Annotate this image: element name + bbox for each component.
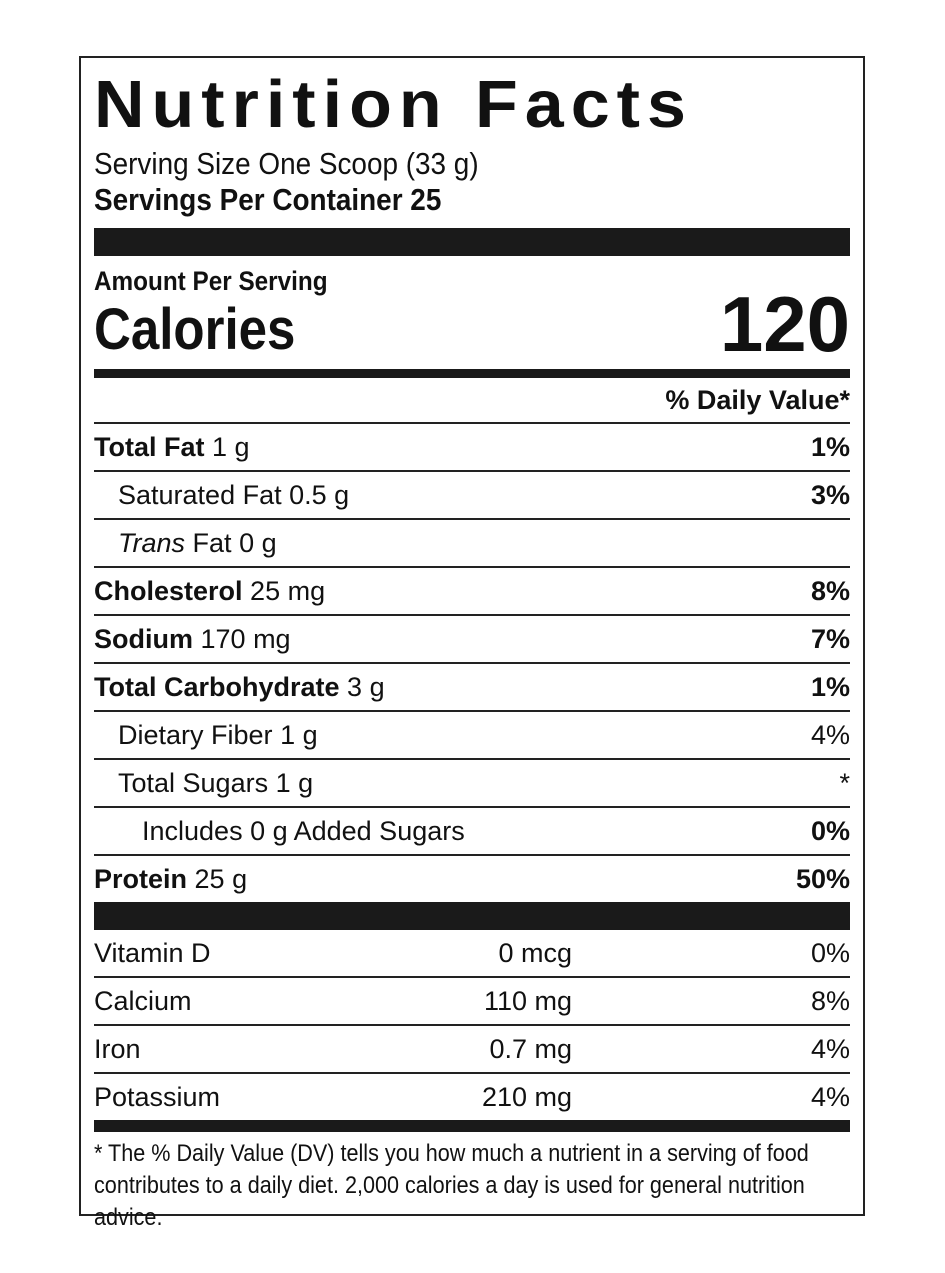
nutrient-amount: 25 g [194, 863, 248, 894]
vitamin-name: Calcium [94, 985, 192, 1016]
nutrient-row: Trans Fat 0 g [94, 518, 850, 566]
nutrient-dv: 50% [795, 863, 850, 894]
nutrient-row: Sodium 170 mg 7% [94, 614, 850, 662]
thick-divider [94, 228, 850, 256]
medium-divider [94, 369, 850, 378]
vitamin-row: Vitamin D 0 mcg 0% [94, 930, 850, 976]
vitamin-amount: 110 mg [483, 985, 572, 1016]
nutrient-amount: 3 g [347, 671, 385, 702]
nutrient-label: Sodium 170 mg [94, 624, 291, 655]
nutrient-row: Total Sugars 1 g * [94, 758, 850, 806]
nutrient-amount: 25 mg [250, 575, 326, 606]
vitamin-dv: 0% [810, 937, 850, 968]
thick-divider [94, 902, 850, 930]
nutrient-dv: * [839, 767, 850, 798]
vitamin-name: Iron [94, 1033, 141, 1064]
nutrient-row: Dietary Fiber 1 g 4% [94, 710, 850, 758]
vitamin-amount: 210 mg [481, 1081, 572, 1112]
nutrient-label: Protein 25 g [94, 864, 247, 895]
nutrient-amount: 0 g [239, 527, 277, 558]
vitamin-amount: 0.7 mg [489, 1033, 572, 1064]
nutrient-name: Includes 0 g Added Sugars [142, 815, 465, 846]
nutrient-row: Includes 0 g Added Sugars 0% [94, 806, 850, 854]
vitamin-dv: 8% [810, 985, 850, 1016]
nutrient-row: Total Fat 1 g 1% [94, 422, 850, 470]
serving-size: Serving Size One Scoop (33 g) [94, 146, 479, 181]
nutrient-label: Cholesterol 25 mg [94, 576, 325, 607]
nutrient-name: Total Fat [94, 431, 205, 462]
nutrient-amount: 0.5 g [289, 479, 350, 510]
nutrient-row: Total Carbohydrate 3 g 1% [94, 662, 850, 710]
calories-value: 120 [719, 280, 850, 368]
nutrient-amount: 170 mg [200, 623, 291, 654]
nutrient-label: Trans Fat 0 g [94, 528, 277, 559]
nutrient-amount: 1 g [275, 767, 314, 798]
label-title: Nutrition Facts [94, 66, 693, 142]
nutrient-name: Cholesterol [94, 575, 243, 606]
nutrient-dv: 4% [810, 719, 850, 750]
vitamin-row: Iron 0.7 mg 4% [94, 1024, 850, 1072]
medium-divider [94, 1120, 850, 1132]
nutrient-label: Includes 0 g Added Sugars [94, 816, 465, 847]
nutrient-label: Total Sugars 1 g [94, 768, 313, 799]
nutrient-row: Cholesterol 25 mg 8% [94, 566, 850, 614]
nutrient-dv: 0% [810, 815, 850, 846]
nutrient-dv: 8% [810, 575, 850, 606]
nutrient-name: Total Sugars [118, 767, 269, 798]
nutrient-dv: 7% [810, 623, 850, 654]
nutrient-name: Sodium [94, 623, 193, 654]
nutrient-suffix: Fat [192, 527, 232, 558]
vitamin-amount: 0 mcg [498, 937, 572, 968]
nutrient-name: Saturated Fat [118, 479, 282, 510]
nutrient-name: Dietary Fiber [118, 719, 273, 750]
nutrition-label: Nutrition Facts Serving Size One Scoop (… [79, 56, 865, 1231]
nutrient-dv: 1% [810, 431, 850, 462]
vitamin-dv: 4% [810, 1033, 850, 1064]
amount-per-serving: Amount Per Serving [94, 266, 328, 296]
nutrient-row: Saturated Fat 0.5 g 3% [94, 470, 850, 518]
calories-label: Calories [94, 297, 296, 362]
servings-per-container: Servings Per Container 25 [94, 182, 442, 217]
nutrient-label: Total Carbohydrate 3 g [94, 672, 385, 703]
nutrient-label: Saturated Fat 0.5 g [94, 480, 349, 511]
vitamin-row: Potassium 210 mg 4% [94, 1072, 850, 1120]
nutrient-label: Total Fat 1 g [94, 432, 250, 463]
vitamin-row: Calcium 110 mg 8% [94, 976, 850, 1024]
nutrient-dv: 3% [810, 479, 850, 510]
nutrient-label: Dietary Fiber 1 g [94, 720, 318, 751]
vitamin-name: Potassium [94, 1081, 221, 1112]
nutrient-name: Trans [118, 527, 186, 558]
vitamin-dv: 4% [810, 1081, 850, 1112]
footnote: * The % Daily Value (DV) tells you how m… [94, 1140, 809, 1231]
vitamin-name: Vitamin D [94, 937, 211, 968]
nutrient-name: Total Carbohydrate [94, 671, 340, 702]
nutrient-dv: 1% [810, 671, 850, 702]
nutrient-amount: 1 g [280, 719, 318, 750]
nutrient-name: Protein [94, 863, 188, 894]
nutrient-row: Protein 25 g 50% [94, 854, 850, 902]
calories-row: Calories 120 [94, 285, 850, 363]
nutrient-amount: 1 g [212, 431, 250, 462]
daily-value-header: % Daily Value* [665, 385, 850, 415]
